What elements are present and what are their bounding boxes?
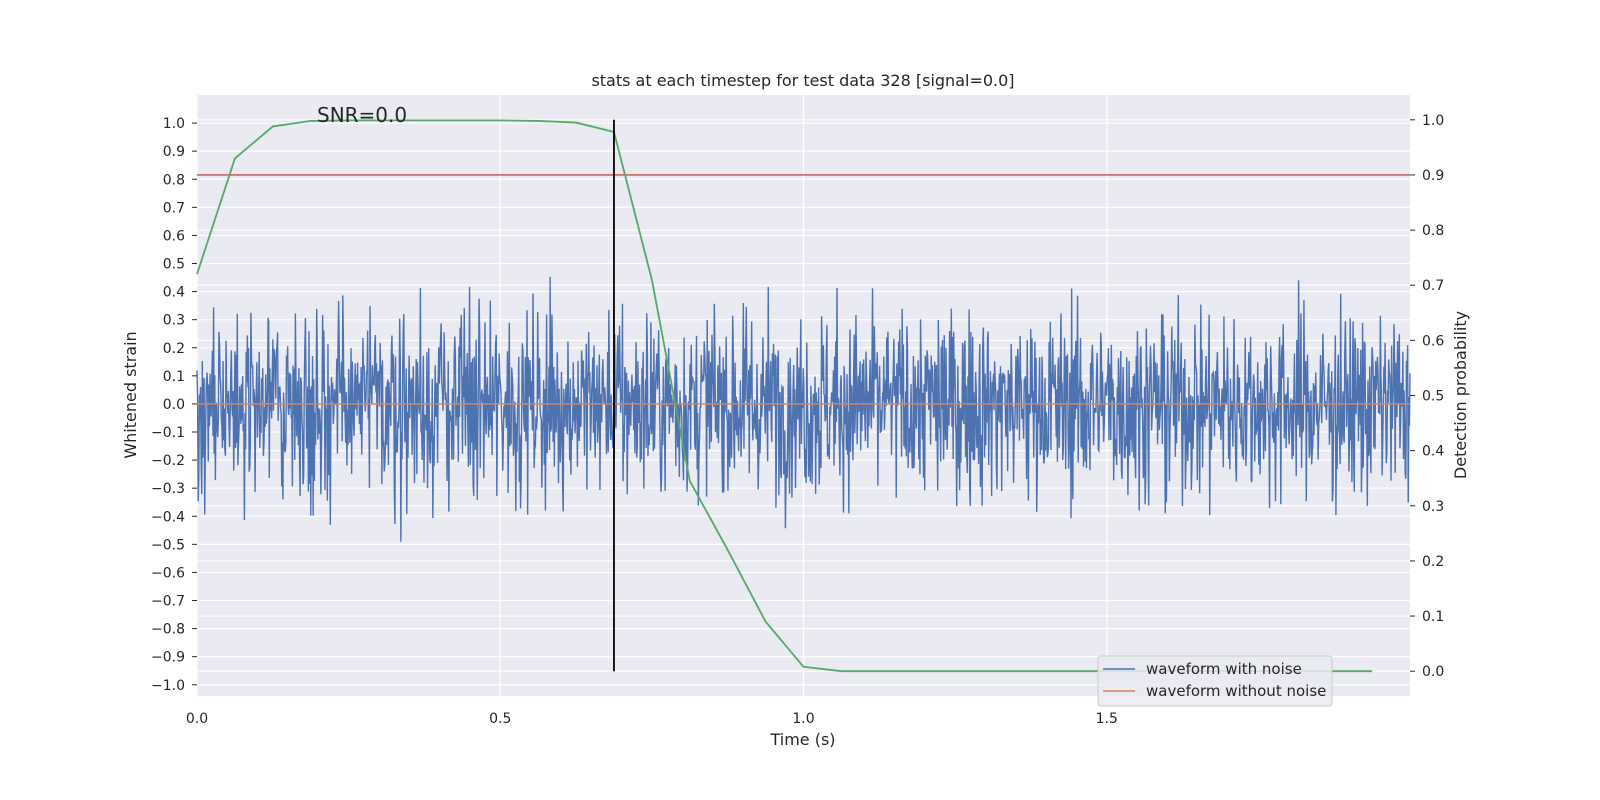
y-right-tick-label-10: 0.0 (1422, 664, 1444, 680)
y-right-tick-label-4: 0.6 (1422, 333, 1444, 349)
x-axis-label: Time (s) (769, 730, 835, 749)
right-axis-ticks: 1.0 0.9 0.8 0.7 0.6 0.5 0.4 0.3 0.2 0.1 0.0 (1410, 113, 1444, 680)
y-right-tick-label-7: 0.3 (1422, 499, 1444, 515)
y-axis-label-right: Detection probability (1451, 311, 1470, 479)
chart-title: stats at each timestep for test data 328… (591, 71, 1014, 90)
legend: waveform with noise waveform without noi… (1097, 655, 1333, 707)
y-left-tick-label-6: 0.4 (163, 285, 185, 301)
y-left-tick-label-8: 0.2 (163, 341, 185, 357)
y-right-tick-label-9: 0.1 (1422, 609, 1444, 625)
legend-label-clean: waveform without noise (1146, 682, 1326, 700)
y-right-tick-label-2: 0.8 (1422, 223, 1444, 239)
legend-label-noise: waveform with noise (1146, 660, 1302, 678)
y-left-tick-label-3: 0.7 (163, 200, 185, 216)
legend-box (1097, 655, 1333, 707)
y-left-tick-label-5: 0.5 (163, 257, 185, 273)
y-left-tick-label-13: −0.3 (151, 481, 185, 497)
y-left-tick-label-4: 0.6 (163, 228, 185, 244)
noise-series-layer (196, 276, 1411, 542)
y-right-tick-label-8: 0.2 (1422, 554, 1444, 570)
y-left-tick-label-14: −0.4 (151, 509, 185, 525)
y-right-tick-label-3: 0.7 (1422, 278, 1444, 294)
y-axis-label-left: Whitened strain (121, 331, 140, 458)
y-left-tick-label-19: −0.9 (151, 650, 185, 666)
y-right-tick-label-5: 0.5 (1422, 389, 1444, 405)
y-left-tick-label-7: 0.3 (163, 313, 185, 329)
y-right-tick-label-6: 0.4 (1422, 444, 1444, 460)
y-left-tick-label-16: −0.6 (151, 565, 185, 581)
series-waveform-with-noise (196, 276, 1411, 542)
y-left-tick-label-0: 1.0 (163, 116, 185, 132)
x-tick-label-0: 0.0 (186, 711, 208, 727)
y-right-tick-label-1: 0.9 (1422, 168, 1444, 184)
y-right-tick-label-0: 1.0 (1422, 113, 1444, 129)
y-left-tick-label-11: −0.1 (151, 425, 185, 441)
x-tick-label-2: 1.0 (792, 711, 814, 727)
snr-annotation: SNR=0.0 (317, 103, 407, 127)
y-left-tick-label-12: −0.2 (151, 453, 185, 469)
y-left-tick-label-10: 0.0 (163, 397, 185, 413)
x-tick-label-3: 1.5 (1096, 711, 1118, 727)
y-left-tick-label-18: −0.8 (151, 622, 185, 638)
y-left-tick-label-1: 0.9 (163, 144, 185, 160)
y-left-tick-label-2: 0.8 (163, 172, 185, 188)
y-left-tick-label-20: −1.0 (151, 678, 185, 694)
y-left-tick-label-17: −0.7 (151, 594, 185, 610)
x-tick-label-1: 0.5 (489, 711, 511, 727)
y-left-tick-label-15: −0.5 (151, 537, 185, 553)
y-left-tick-label-9: 0.1 (163, 369, 185, 385)
x-axis-ticks: 0.0 0.5 1.0 1.5 (186, 711, 1118, 727)
left-axis-ticks: 1.0 0.9 0.8 0.7 0.6 0.5 0.4 0.3 0.2 0.1 0.0 −0.1 −0.… (151, 116, 197, 694)
